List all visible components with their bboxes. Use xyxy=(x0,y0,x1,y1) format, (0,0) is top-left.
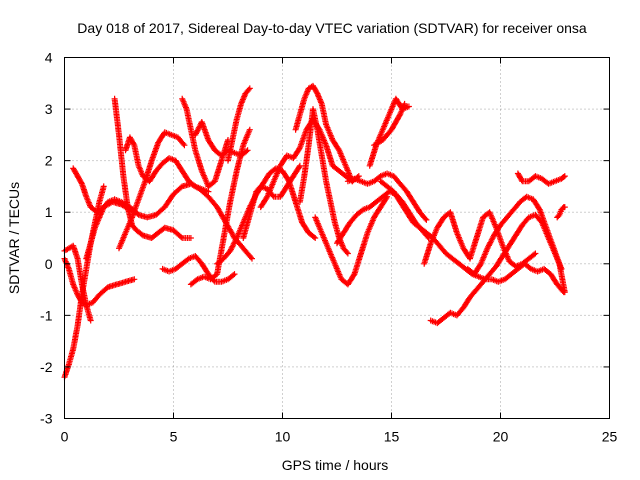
y-tick-label: 2 xyxy=(45,153,53,169)
marker-track xyxy=(377,178,567,296)
series-track-13 xyxy=(225,85,253,164)
marker-track xyxy=(421,209,539,270)
marker-track xyxy=(464,193,568,296)
marker-track xyxy=(334,188,432,247)
marker-track xyxy=(371,100,408,149)
x-axis-label: GPS time / hours xyxy=(282,457,389,473)
series-track-12 xyxy=(192,119,251,159)
y-tick-label: -2 xyxy=(40,359,53,375)
series-track-24 xyxy=(377,178,567,296)
series-track-17 xyxy=(292,82,356,185)
marker-track xyxy=(554,204,568,221)
y-axis-label: SDTVAR / TECUs xyxy=(6,182,22,294)
series-track-8 xyxy=(116,129,188,252)
series-track-29 xyxy=(554,204,568,221)
x-tick-label: 15 xyxy=(384,429,400,445)
marker-track xyxy=(344,170,430,223)
series-track-7 xyxy=(122,134,212,195)
series-track-28 xyxy=(464,193,568,296)
series-track-21 xyxy=(344,170,430,223)
marker-track xyxy=(159,253,238,285)
y-tick-label: 3 xyxy=(45,101,53,117)
series-track-25 xyxy=(421,209,539,270)
marker-track xyxy=(296,106,351,257)
series-track-20 xyxy=(334,188,432,247)
y-tick-label: -3 xyxy=(40,411,53,427)
y-tick-label: 4 xyxy=(45,50,53,66)
x-axis-ticks: 0 5 10 15 20 25 xyxy=(61,57,618,445)
series-track-23 xyxy=(371,100,408,149)
series-track-18 xyxy=(296,106,351,257)
x-tick-label: 5 xyxy=(170,429,178,445)
y-axis-ticks: -3 -2 -1 0 1 2 3 4 xyxy=(40,50,610,427)
x-tick-label: 25 xyxy=(602,429,618,445)
series-track-19 xyxy=(312,193,391,288)
y-tick-label: -1 xyxy=(40,307,53,323)
marker-track xyxy=(225,85,253,164)
marker-track xyxy=(122,134,212,195)
series-track-9 xyxy=(159,253,238,285)
series-track-6 xyxy=(111,95,194,241)
x-tick-label: 0 xyxy=(61,429,69,445)
data-markers xyxy=(61,82,568,381)
marker-track xyxy=(192,119,251,159)
marker-track xyxy=(514,170,568,187)
y-tick-label: 1 xyxy=(45,204,53,220)
plot-frame xyxy=(64,57,610,419)
marker-track xyxy=(116,129,188,252)
marker-track xyxy=(312,193,391,288)
marker-track xyxy=(111,95,194,241)
series-track-27 xyxy=(514,170,568,187)
x-tick-label: 20 xyxy=(493,429,509,445)
y-tick-label: 0 xyxy=(45,256,53,272)
marker-track xyxy=(292,82,356,185)
chart-title: Day 018 of 2017, Sidereal Day-to-day VTE… xyxy=(77,20,587,36)
x-tick-label: 10 xyxy=(275,429,291,445)
